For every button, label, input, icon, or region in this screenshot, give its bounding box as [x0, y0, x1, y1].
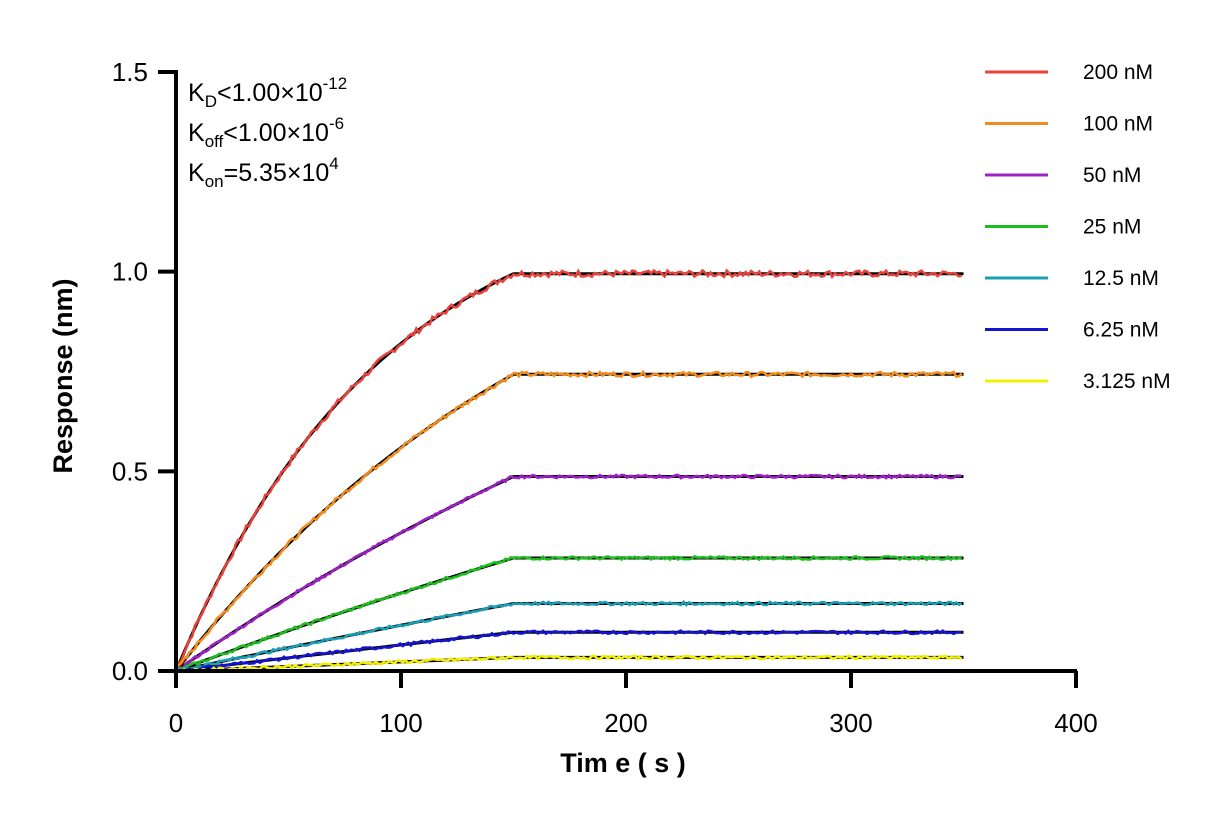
fit-curve [175, 556, 964, 673]
series-line [174, 369, 963, 673]
y-axis-title: Response (nm) [48, 278, 78, 473]
fit-curve [174, 272, 964, 672]
series-line [175, 473, 962, 671]
series-line [175, 654, 963, 674]
x-tick-label: 200 [604, 708, 647, 738]
series-line [175, 554, 963, 673]
series-line [175, 629, 962, 674]
x-tick-label: 100 [379, 708, 422, 738]
legend-label: 100 nM [1083, 113, 1153, 136]
x-tick-label: 300 [829, 708, 872, 738]
legend: 200 nM 100 nM 50 nM 25 nM 12.5 nM 6.25 nM 3.12… [985, 61, 1171, 393]
x-axis-title: Tim e ( s ) [560, 748, 686, 778]
fit-curve [175, 602, 964, 673]
series-line [174, 268, 962, 672]
fit-curves [174, 272, 964, 673]
ticks: 0 100 200 300 400 0.0 0.5 1.0 1.5 [112, 57, 1098, 738]
legend-label: 3.125 nM [1083, 370, 1171, 393]
y-tick-label: 1.5 [112, 57, 148, 87]
koff-annotation: Koff<1.00×10-6 [188, 114, 344, 151]
data-series [174, 268, 963, 674]
legend-label: 50 nM [1083, 164, 1141, 187]
y-tick-label: 1.0 [112, 257, 148, 287]
x-tick-label: 400 [1054, 708, 1097, 738]
legend-label: 12.5 nM [1083, 267, 1159, 290]
y-tick-label: 0.5 [112, 456, 148, 486]
series-line [175, 599, 963, 673]
legend-label: 200 nM [1083, 61, 1153, 84]
legend-label: 6.25 nM [1083, 319, 1159, 342]
kd-annotation: KD<1.00×10-12 [188, 74, 347, 111]
y-tick-label: 0.0 [112, 656, 148, 686]
legend-label: 25 nM [1083, 216, 1141, 239]
annotation-block: KD<1.00×10-12 Koff<1.00×10-6 Kon=5.35×10… [188, 74, 347, 191]
fit-curve [175, 475, 964, 673]
kon-annotation: Kon=5.35×104 [188, 154, 339, 191]
x-tick-label: 0 [169, 708, 183, 738]
